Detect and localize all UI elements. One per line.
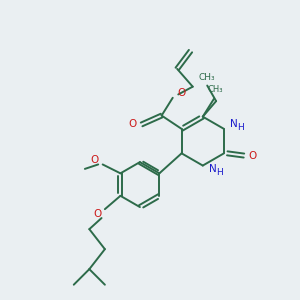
Text: O: O bbox=[178, 88, 186, 98]
Text: O: O bbox=[91, 155, 99, 165]
Text: H: H bbox=[237, 123, 244, 132]
Text: CH₃: CH₃ bbox=[199, 73, 215, 82]
Text: N: N bbox=[209, 164, 217, 174]
Text: N: N bbox=[230, 119, 238, 129]
Text: O: O bbox=[249, 151, 257, 160]
Text: CH₃: CH₃ bbox=[207, 85, 223, 94]
Text: H: H bbox=[216, 168, 223, 177]
Text: O: O bbox=[93, 208, 101, 219]
Text: O: O bbox=[129, 119, 137, 129]
